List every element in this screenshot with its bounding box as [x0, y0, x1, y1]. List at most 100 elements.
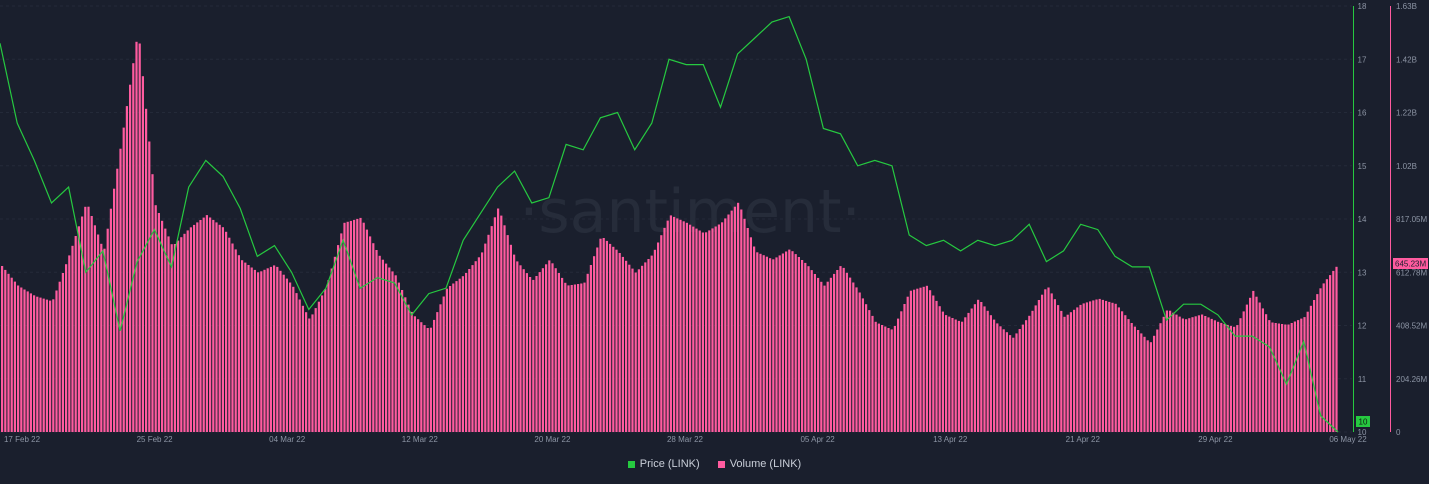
- volume-bar: [583, 282, 586, 432]
- volume-bar: [61, 273, 64, 432]
- volume-bar: [186, 230, 189, 432]
- volume-bar: [868, 310, 871, 432]
- volume-bar: [865, 304, 868, 432]
- volume-bar: [855, 287, 858, 432]
- volume-bar: [839, 266, 842, 432]
- volume-bar: [397, 282, 400, 432]
- volume-bar: [1085, 302, 1088, 432]
- volume-bar: [151, 174, 154, 432]
- volume-bar: [769, 258, 772, 432]
- legend-item-price[interactable]: Price (LINK): [627, 458, 700, 470]
- volume-bar: [1063, 316, 1066, 432]
- volume-bar: [468, 269, 471, 432]
- volume-bar: [765, 256, 768, 432]
- volume-bar: [506, 235, 509, 432]
- volume-bar: [772, 259, 775, 432]
- volume-bar: [791, 251, 794, 432]
- volume-bar: [561, 277, 564, 432]
- volume-bar: [1098, 298, 1101, 432]
- volume-bar: [820, 281, 823, 432]
- volume-bar: [804, 262, 807, 432]
- x-tick-label: 25 Feb 22: [137, 435, 174, 444]
- volume-bar: [173, 244, 176, 432]
- volume-bar: [829, 277, 832, 432]
- x-tick-label: 05 Apr 22: [800, 435, 835, 444]
- volume-bar: [577, 284, 580, 432]
- volume-bar: [810, 270, 813, 432]
- volume-bar: [349, 220, 352, 432]
- volume-bar: [327, 280, 330, 432]
- x-tick-label: 04 Mar 22: [269, 435, 306, 444]
- volume-bar: [698, 230, 701, 432]
- price-axis-ticks: 10 11 12 13 14 15 16 17 18: [1358, 2, 1367, 437]
- volume-bar: [650, 255, 653, 432]
- volume-bar: [615, 249, 618, 432]
- volume-bar: [653, 249, 656, 432]
- volume-bar: [84, 206, 87, 432]
- volume-bar: [861, 298, 864, 432]
- volume-bar: [1220, 322, 1223, 432]
- volume-bar: [1021, 324, 1024, 432]
- volume-bar: [100, 243, 103, 432]
- volume-bar: [1274, 323, 1277, 432]
- volume-bar: [436, 312, 439, 432]
- volume-bar: [292, 286, 295, 432]
- volume-bar: [241, 260, 244, 432]
- volume-bar: [122, 127, 125, 432]
- volume-bar: [74, 236, 77, 432]
- volume-bar: [474, 261, 477, 432]
- volume-bar: [609, 243, 612, 432]
- volume-bar: [743, 218, 746, 432]
- volume-bar: [637, 269, 640, 432]
- volume-bar: [647, 259, 650, 432]
- volume-bar: [794, 254, 797, 432]
- volume-bar: [164, 228, 167, 432]
- volume-bar: [1159, 323, 1162, 432]
- volume-bar: [781, 253, 784, 432]
- volume-bar: [385, 263, 388, 432]
- volume-bar: [359, 217, 362, 432]
- volume-tick-label: 1.02B: [1396, 162, 1417, 171]
- volume-bar: [1277, 323, 1280, 432]
- volume-bar: [141, 76, 144, 432]
- volume-bar: [567, 285, 570, 432]
- x-tick-label: 13 Apr 22: [933, 435, 968, 444]
- volume-bar: [209, 217, 212, 432]
- volume-bar: [660, 235, 663, 432]
- volume-bar: [1309, 305, 1312, 432]
- volume-bar: [1105, 300, 1108, 432]
- legend-item-volume[interactable]: Volume (LINK): [717, 458, 801, 470]
- volume-bar: [740, 209, 743, 432]
- volume-bar: [356, 218, 359, 432]
- volume-bar: [132, 63, 135, 432]
- volume-bar: [666, 220, 669, 432]
- volume-bar: [244, 262, 247, 432]
- volume-bar: [298, 299, 301, 432]
- volume-bar: [202, 217, 205, 432]
- volume-bar: [641, 265, 644, 432]
- volume-bar: [535, 276, 538, 432]
- volume-bar: [42, 298, 45, 432]
- volume-bar: [1130, 323, 1133, 432]
- x-tick-label: 29 Apr 22: [1198, 435, 1233, 444]
- volume-bar: [1322, 283, 1325, 432]
- volume-bar: [1076, 307, 1079, 432]
- volume-bar: [404, 297, 407, 432]
- volume-bar: [1207, 317, 1210, 432]
- volume-bar: [1213, 320, 1216, 432]
- volume-bar: [548, 260, 551, 432]
- volume-bar: [871, 315, 874, 432]
- volume-bar: [1073, 309, 1076, 432]
- volume-bar: [429, 327, 432, 432]
- volume-bar: [586, 273, 589, 432]
- volume-bar: [836, 270, 839, 432]
- volume-bar: [519, 265, 522, 432]
- volume-bar: [663, 227, 666, 432]
- volume-bar: [1108, 301, 1111, 432]
- volume-bar: [503, 225, 506, 432]
- volume-bar: [529, 277, 532, 432]
- volume-bar: [1050, 293, 1053, 432]
- volume-bar: [1226, 324, 1229, 432]
- volume-bar: [733, 206, 736, 432]
